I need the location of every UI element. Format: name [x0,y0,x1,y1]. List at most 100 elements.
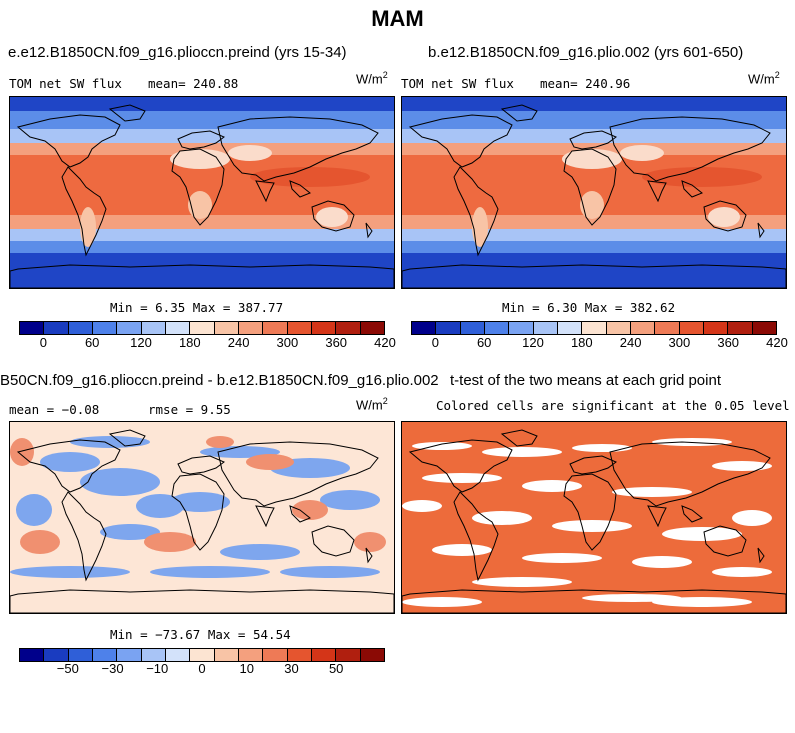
coastline [402,264,786,288]
colorbar-tick-label: 60 [84,335,100,350]
non-significant-cells [402,500,442,512]
figure-title: MAM [371,6,424,31]
coastline [500,104,538,122]
non-significant-cells [472,577,572,587]
negative-anomaly [40,452,100,472]
coastline [61,166,107,257]
coastline [609,116,771,182]
coastline [171,473,225,551]
coastline [16,114,121,168]
coastline [217,116,379,182]
coastline [609,441,771,507]
colorbar-tick-label: 30 [284,661,299,676]
colorbar-tick-label: 120 [130,335,152,350]
coastline [681,505,703,523]
coastline [61,491,107,582]
non-significant-cells [652,597,752,607]
non-significant-cells [612,487,692,497]
panel1-map-field [10,97,394,288]
colorbar-swatch [360,649,384,661]
continent-region [80,207,96,247]
coastline [500,429,538,447]
panel1-map [9,96,395,289]
midlat-band-south [402,229,786,243]
coastline [108,429,146,447]
panel2-mean: mean= 240.96 [540,76,631,91]
coastline [16,439,121,493]
non-significant-cells [432,544,492,556]
negative-anomaly [280,566,380,578]
colorbar-swatch [117,322,142,334]
positive-anomaly [354,532,386,552]
coastline [177,455,225,475]
colorbar-swatch [655,322,680,334]
colorbar-tick-label: 240 [227,335,250,350]
negative-anomaly [170,492,230,512]
positive-anomaly [206,436,234,448]
panel3-map-field [10,422,394,613]
panel3-minmax: Min = −73.67 Max = 54.54 [110,627,291,642]
panel1-units: W/m2 [356,70,388,87]
coastline [408,114,513,168]
coastline [177,130,225,150]
colorbar-swatch [44,649,69,661]
colorbar-tick-label: 360 [717,335,740,350]
midlat-band-south [10,229,394,243]
coastline [311,525,355,557]
colorbar-swatch [165,649,191,661]
coastline [569,455,617,475]
panel1-title: e.e12.B1850CN.f09_g16.plioccn.preind (yr… [8,44,347,61]
positive-anomaly [144,532,196,552]
colorbar-tick-label: −10 [146,661,169,676]
midlat-band [402,129,786,145]
desert-region [562,149,622,169]
colorbar-swatch [336,649,361,661]
colorbar-tick-label: 180 [178,335,201,350]
pacific-warm-region [250,167,370,187]
colorbar-tick-label: 60 [476,335,492,350]
coastline [453,491,499,582]
colorbar-swatch [20,649,45,661]
colorbar-tick-label: 0 [431,335,440,350]
pacific-warm-region [642,167,762,187]
colorbar-swatch [533,322,558,334]
midlat-band [10,129,394,145]
negative-anomaly [16,494,52,526]
colorbar-swatch [214,649,239,661]
coastline [647,505,667,528]
negative-anomaly [10,566,130,578]
panel1-variable: TOM net SW flux [9,76,122,91]
colorbar-swatch [92,649,118,661]
colorbar-swatch [263,649,288,661]
coastline [108,104,146,122]
non-significant-cells [552,520,632,532]
coastline [569,130,617,150]
colorbar-abs-left-ticks: 0 60 120 180 240 300 360 420 [19,335,396,351]
coastline [10,264,394,288]
continent-region [580,191,604,219]
colorbar-swatch [190,649,215,661]
colorbar-swatch [436,322,461,334]
coastline [647,180,667,203]
positive-anomaly [20,530,60,554]
colorbar-swatch [336,322,361,334]
colorbar-tick-label: −30 [101,661,124,676]
coastline [171,148,225,226]
positive-anomaly [10,438,34,466]
colorbar-swatch [752,322,776,334]
non-significant-cells [572,444,632,452]
colorbar-tick-label: 300 [668,335,691,350]
non-significant-cells [632,556,692,568]
panel2-units: W/m2 [748,70,780,87]
non-significant-cells [472,511,532,525]
colorbar-swatch [582,322,607,334]
colorbar-swatch [165,322,191,334]
desert-region [316,207,348,227]
colorbar-swatch [606,322,631,334]
coastline [703,200,747,232]
non-significant-cells [522,553,602,563]
coastline [757,222,765,239]
colorbar-swatch [557,322,583,334]
colorbar-swatch [311,322,337,334]
colorbar-tick-label: 120 [522,335,544,350]
